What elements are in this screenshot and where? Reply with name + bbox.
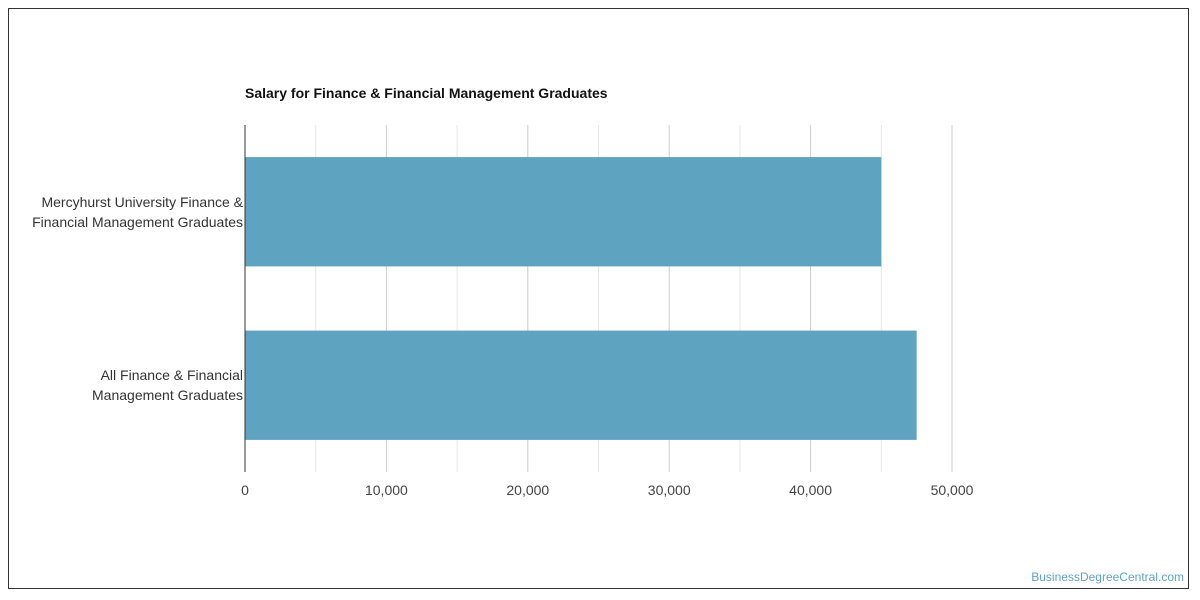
x-tick-label: 40,000 xyxy=(789,482,832,498)
category-label-line: Management Graduates xyxy=(92,387,243,404)
category-label-line: Mercyhurst University Finance & xyxy=(41,193,243,210)
bar xyxy=(245,330,917,440)
x-tick-label: 0 xyxy=(241,482,249,498)
x-tick-label: 50,000 xyxy=(931,482,974,498)
x-tick-label: 30,000 xyxy=(648,482,691,498)
x-tick-label: 20,000 xyxy=(506,482,549,498)
category-label-line: All Finance & Financial xyxy=(100,367,243,384)
chart-title: Salary for Finance & Financial Managemen… xyxy=(245,85,608,101)
category-label-line: Financial Management Graduates xyxy=(32,213,243,230)
bars xyxy=(245,157,917,440)
category-label: All Finance & Financial Management Gradua… xyxy=(3,365,243,405)
category-label: Mercyhurst University Finance & Financial… xyxy=(3,192,243,232)
x-tick-labels: 0 10,000 20,000 30,000 40,000 50,000 xyxy=(241,482,974,498)
bar xyxy=(245,157,882,267)
x-tick-label: 10,000 xyxy=(365,482,408,498)
watermark: BusinessDegreeCentral.com xyxy=(1031,570,1184,584)
